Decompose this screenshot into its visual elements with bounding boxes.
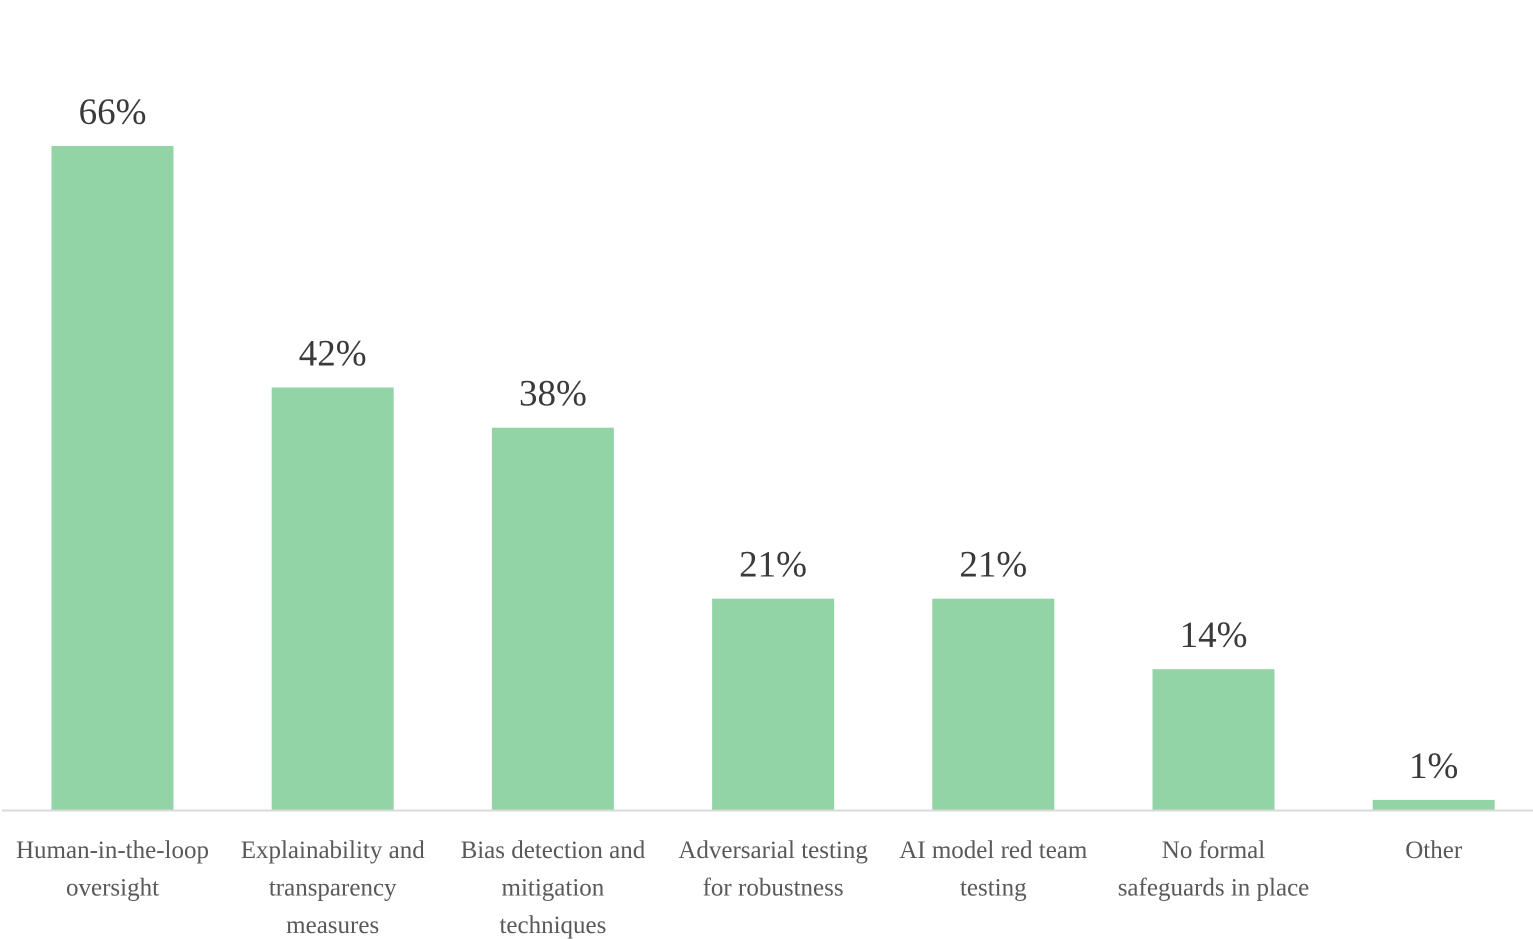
value-label-2: 38% xyxy=(519,374,587,415)
category-label-line: testing xyxy=(960,875,1027,902)
bar-2 xyxy=(491,427,614,810)
category-label-line: techniques xyxy=(499,912,606,939)
category-label-line: Bias detection and xyxy=(461,837,646,864)
bar-6 xyxy=(1372,799,1495,810)
value-labels-group: 66% 42% 38% 21% 21% 14% 1% xyxy=(79,92,1459,787)
category-label-line: Human-in-the-loop xyxy=(16,837,209,864)
bar-1 xyxy=(271,387,394,810)
category-labels-group: Human-in-the-loop oversight Explainability… xyxy=(16,837,1463,939)
category-label-5: No formal safeguards in place xyxy=(1118,837,1310,902)
category-label-line: Explainability and xyxy=(241,837,425,864)
value-label-1: 42% xyxy=(299,334,367,375)
category-label-2: Bias detection and mitigation techniques xyxy=(461,837,646,939)
category-label-6: Other xyxy=(1405,837,1463,864)
bar-4 xyxy=(932,598,1055,810)
category-label-line: transparency xyxy=(269,875,397,902)
bar-5 xyxy=(1152,669,1275,810)
bars-group xyxy=(51,146,1495,810)
bar-3 xyxy=(712,598,835,810)
category-label-0: Human-in-the-loop oversight xyxy=(16,837,209,902)
category-label-line: AI model red team xyxy=(899,837,1088,864)
category-label-line: No formal xyxy=(1162,837,1265,864)
value-label-6: 1% xyxy=(1409,746,1458,787)
category-label-4: AI model red team testing xyxy=(899,837,1088,902)
category-label-line: oversight xyxy=(66,875,159,902)
category-label-line: for robustness xyxy=(703,875,844,902)
category-label-line: mitigation xyxy=(502,875,605,902)
value-label-4: 21% xyxy=(959,545,1027,586)
value-label-0: 66% xyxy=(79,92,147,133)
category-label-line: Adversarial testing xyxy=(678,837,868,864)
value-label-5: 14% xyxy=(1180,615,1248,656)
category-label-line: safeguards in place xyxy=(1118,875,1310,902)
value-label-3: 21% xyxy=(739,545,807,586)
bar-0 xyxy=(51,146,174,810)
category-label-3: Adversarial testing for robustness xyxy=(678,837,868,902)
category-label-line: measures xyxy=(286,912,379,939)
category-label-line: Other xyxy=(1405,837,1463,864)
category-label-1: Explainability and transparency measures xyxy=(241,837,425,939)
